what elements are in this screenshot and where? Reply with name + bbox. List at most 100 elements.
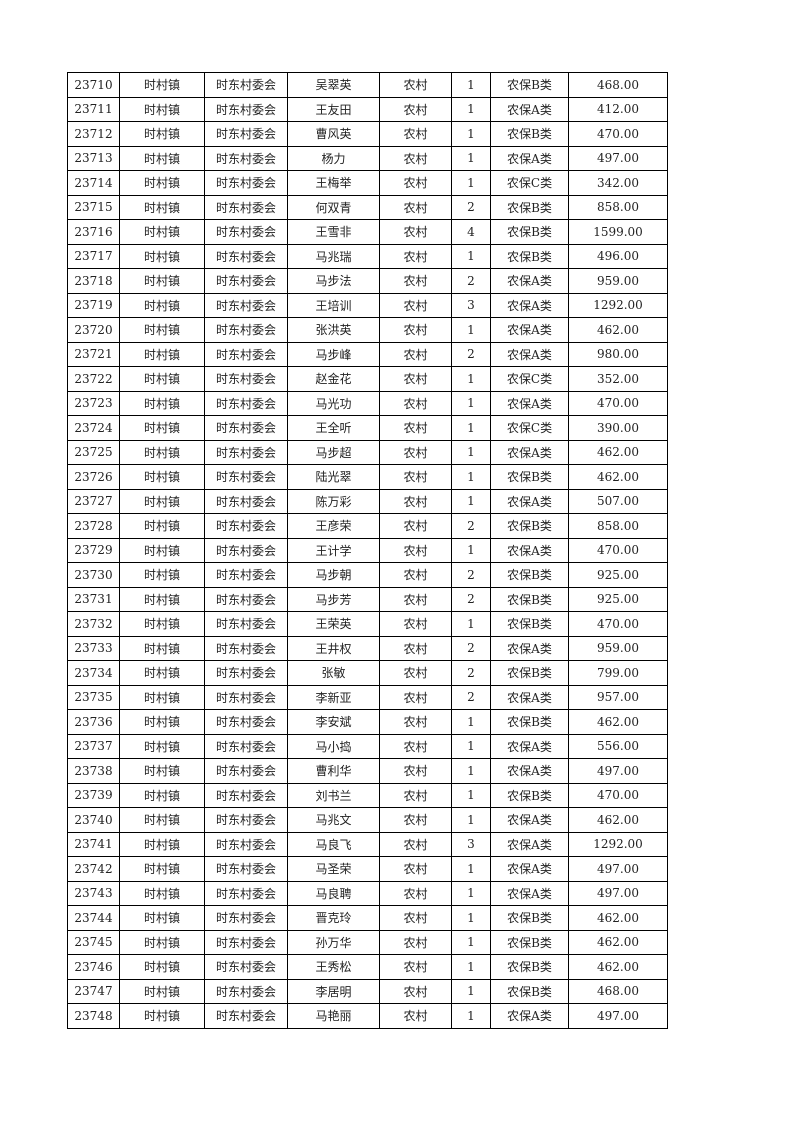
cell-row-id: 23712 [67, 121, 120, 147]
cell-member-count: 1 [451, 415, 491, 441]
cell-household-type: 农村 [379, 72, 452, 98]
cell-amount: 462.00 [568, 929, 668, 955]
cell-insurance-category: 农保A类 [490, 439, 569, 465]
table-row: 23739 时村镇 时东村委会 刘书兰 农村 1 农保B类 470.00 [67, 782, 668, 808]
table-row: 23743 时村镇 时东村委会 马良聘 农村 1 农保A类 497.00 [67, 880, 668, 906]
table-row: 23723 时村镇 时东村委会 马光功 农村 1 农保A类 470.00 [67, 390, 668, 416]
cell-insurance-category: 农保A类 [490, 292, 569, 318]
table-row: 23741 时村镇 时东村委会 马良飞 农村 3 农保A类 1292.00 [67, 831, 668, 857]
table-row: 23715 时村镇 时东村委会 何双青 农村 2 农保B类 858.00 [67, 194, 668, 220]
cell-amount: 470.00 [568, 390, 668, 416]
cell-name: 王全听 [287, 415, 380, 441]
cell-town: 时村镇 [119, 929, 205, 955]
cell-town: 时村镇 [119, 562, 205, 588]
cell-name: 张敏 [287, 660, 380, 686]
cell-member-count: 1 [451, 758, 491, 784]
cell-town: 时村镇 [119, 513, 205, 539]
cell-town: 时村镇 [119, 709, 205, 735]
cell-row-id: 23730 [67, 562, 120, 588]
cell-name: 刘书兰 [287, 782, 380, 808]
cell-amount: 799.00 [568, 660, 668, 686]
cell-row-id: 23722 [67, 366, 120, 392]
cell-amount: 959.00 [568, 268, 668, 294]
table-row: 23710 时村镇 时东村委会 吴翠英 农村 1 农保B类 468.00 [67, 72, 668, 98]
cell-insurance-category: 农保A类 [490, 684, 569, 710]
cell-member-count: 2 [451, 562, 491, 588]
cell-household-type: 农村 [379, 929, 452, 955]
cell-household-type: 农村 [379, 905, 452, 931]
cell-insurance-category: 农保B类 [490, 219, 569, 245]
cell-household-type: 农村 [379, 733, 452, 759]
cell-town: 时村镇 [119, 243, 205, 269]
cell-insurance-category: 农保C类 [490, 415, 569, 441]
cell-insurance-category: 农保B类 [490, 464, 569, 490]
cell-member-count: 1 [451, 145, 491, 171]
table-row: 23740 时村镇 时东村委会 马兆文 农村 1 农保A类 462.00 [67, 807, 668, 833]
table-row: 23720 时村镇 时东村委会 张洪英 农村 1 农保A类 462.00 [67, 317, 668, 343]
cell-member-count: 1 [451, 72, 491, 98]
cell-name: 王井权 [287, 635, 380, 661]
cell-name: 马步超 [287, 439, 380, 465]
cell-name: 马圣荣 [287, 856, 380, 882]
cell-village-committee: 时东村委会 [204, 880, 288, 906]
cell-row-id: 23733 [67, 635, 120, 661]
cell-village-committee: 时东村委会 [204, 243, 288, 269]
cell-row-id: 23736 [67, 709, 120, 735]
cell-name: 陆光翠 [287, 464, 380, 490]
cell-village-committee: 时东村委会 [204, 317, 288, 343]
table-row: 23734 时村镇 时东村委会 张敏 农村 2 农保B类 799.00 [67, 660, 668, 686]
cell-row-id: 23713 [67, 145, 120, 171]
cell-town: 时村镇 [119, 72, 205, 98]
cell-member-count: 1 [451, 856, 491, 882]
cell-name: 李安斌 [287, 709, 380, 735]
cell-village-committee: 时东村委会 [204, 341, 288, 367]
table-row: 23714 时村镇 时东村委会 王梅举 农村 1 农保C类 342.00 [67, 170, 668, 196]
cell-amount: 980.00 [568, 341, 668, 367]
cell-household-type: 农村 [379, 390, 452, 416]
cell-town: 时村镇 [119, 439, 205, 465]
cell-town: 时村镇 [119, 856, 205, 882]
cell-member-count: 1 [451, 1003, 491, 1029]
cell-household-type: 农村 [379, 488, 452, 514]
cell-village-committee: 时东村委会 [204, 782, 288, 808]
cell-name: 陈万彩 [287, 488, 380, 514]
cell-member-count: 1 [451, 366, 491, 392]
cell-village-committee: 时东村委会 [204, 733, 288, 759]
table-row: 23731 时村镇 时东村委会 马步芳 农村 2 农保B类 925.00 [67, 586, 668, 612]
cell-member-count: 1 [451, 317, 491, 343]
cell-household-type: 农村 [379, 513, 452, 539]
cell-row-id: 23719 [67, 292, 120, 318]
cell-row-id: 23747 [67, 978, 120, 1004]
table-row: 23721 时村镇 时东村委会 马步峰 农村 2 农保A类 980.00 [67, 341, 668, 367]
cell-town: 时村镇 [119, 341, 205, 367]
cell-village-committee: 时东村委会 [204, 758, 288, 784]
cell-amount: 462.00 [568, 709, 668, 735]
cell-insurance-category: 农保B类 [490, 905, 569, 931]
table-row: 23725 时村镇 时东村委会 马步超 农村 1 农保A类 462.00 [67, 439, 668, 465]
cell-town: 时村镇 [119, 121, 205, 147]
cell-household-type: 农村 [379, 145, 452, 171]
cell-village-committee: 时东村委会 [204, 635, 288, 661]
cell-village-committee: 时东村委会 [204, 439, 288, 465]
table-row: 23717 时村镇 时东村委会 马兆瑞 农村 1 农保B类 496.00 [67, 243, 668, 269]
cell-insurance-category: 农保A类 [490, 537, 569, 563]
cell-name: 杨力 [287, 145, 380, 171]
table-row: 23732 时村镇 时东村委会 王荣英 农村 1 农保B类 470.00 [67, 611, 668, 637]
cell-village-committee: 时东村委会 [204, 562, 288, 588]
cell-member-count: 4 [451, 219, 491, 245]
cell-name: 王培训 [287, 292, 380, 318]
table-row: 23745 时村镇 时东村委会 孙万华 农村 1 农保B类 462.00 [67, 929, 668, 955]
table-row: 23711 时村镇 时东村委会 王友田 农村 1 农保A类 412.00 [67, 96, 668, 122]
cell-insurance-category: 农保A类 [490, 758, 569, 784]
cell-row-id: 23742 [67, 856, 120, 882]
cell-amount: 925.00 [568, 562, 668, 588]
cell-insurance-category: 农保A类 [490, 341, 569, 367]
cell-row-id: 23720 [67, 317, 120, 343]
cell-village-committee: 时东村委会 [204, 954, 288, 980]
cell-member-count: 1 [451, 464, 491, 490]
cell-village-committee: 时东村委会 [204, 170, 288, 196]
cell-amount: 959.00 [568, 635, 668, 661]
cell-insurance-category: 农保A类 [490, 390, 569, 416]
cell-row-id: 23746 [67, 954, 120, 980]
cell-insurance-category: 农保B类 [490, 978, 569, 1004]
